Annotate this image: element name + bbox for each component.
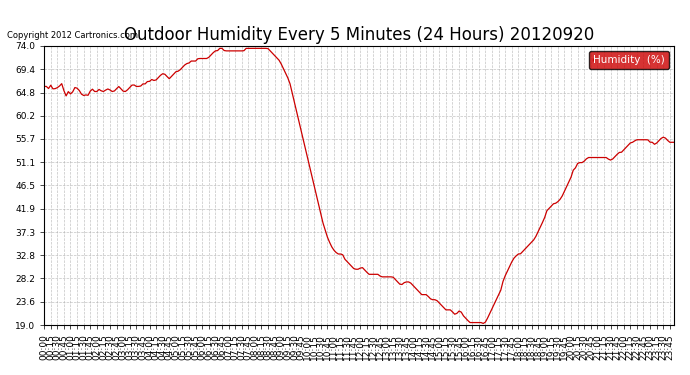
Title: Outdoor Humidity Every 5 Minutes (24 Hours) 20120920: Outdoor Humidity Every 5 Minutes (24 Hou… <box>124 26 594 44</box>
Legend: Humidity  (%): Humidity (%) <box>589 51 669 69</box>
Text: Copyright 2012 Cartronics.com: Copyright 2012 Cartronics.com <box>7 30 138 39</box>
